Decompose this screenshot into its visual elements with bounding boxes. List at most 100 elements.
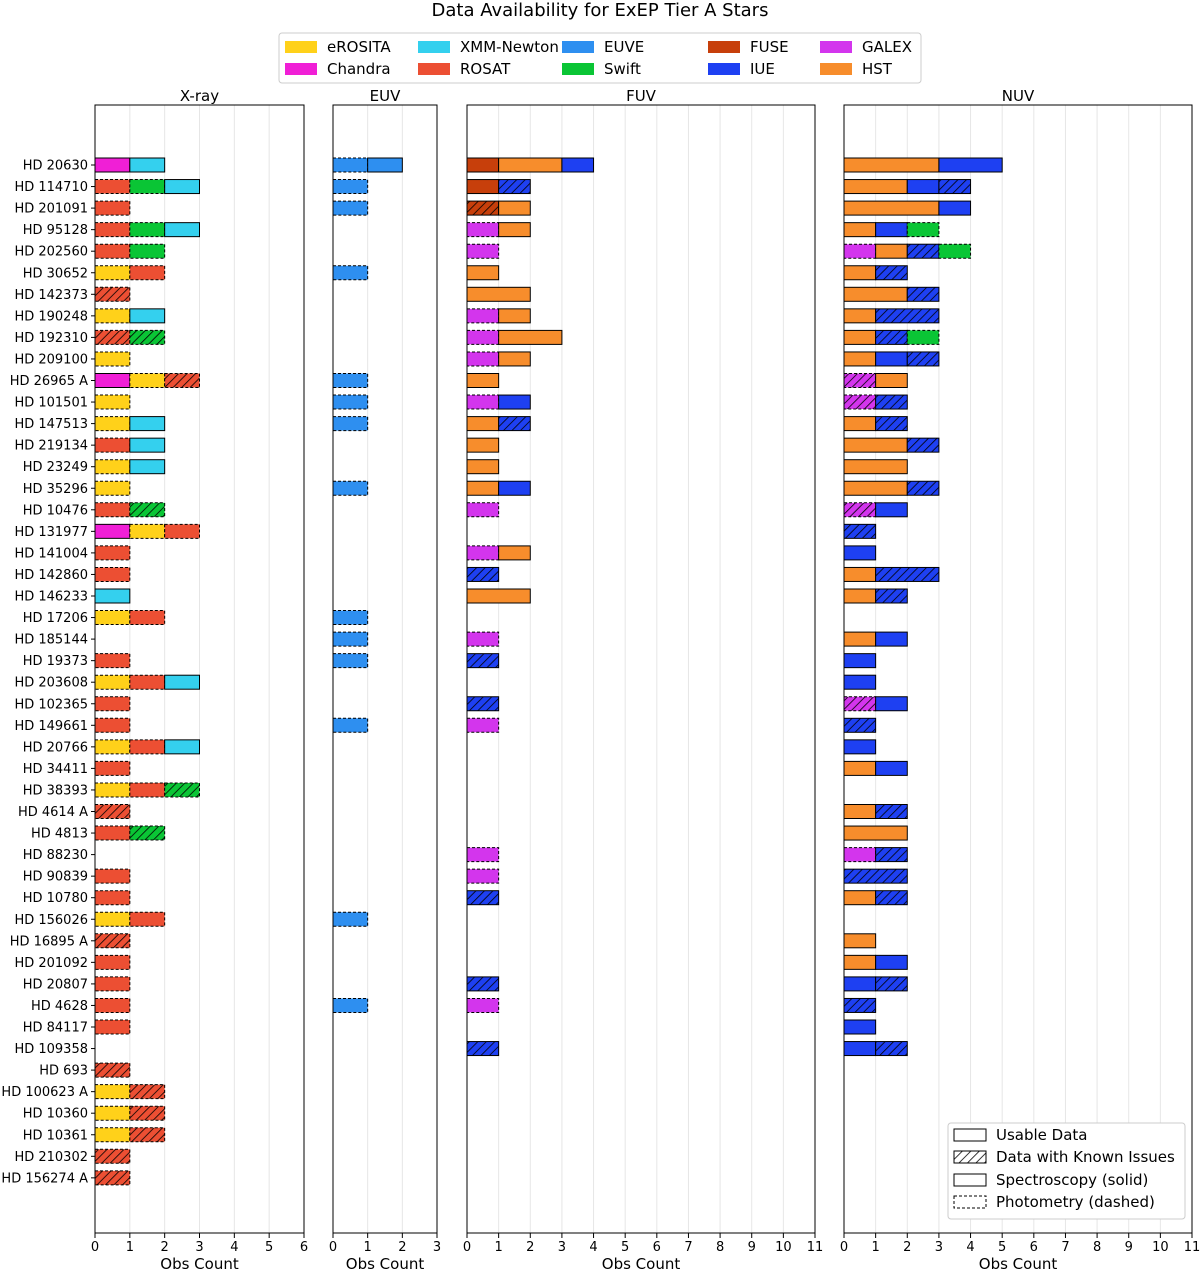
bar-rosat [94,502,131,518]
bar-swift [906,222,940,238]
bar-galex [466,847,500,863]
bar-swift [129,243,166,259]
bar-euve [332,157,369,173]
bar-iue [843,739,877,755]
legend-label-galex: GALEX [862,38,912,56]
bar-hst [498,157,563,173]
bar-iue [843,674,877,690]
legend-label-fuse: FUSE [750,38,789,56]
bar-hst [843,588,877,604]
panel-euv: EUV 0 1 2 3 Obs Count [329,87,441,1273]
bar-rosat [129,911,166,927]
bar-erosita [94,911,131,927]
bar-erosita [94,1105,131,1121]
bar-erosita [94,459,131,475]
bar-euve [367,157,403,173]
x-axis-label: Obs Count [160,1255,239,1273]
bar-rosat [94,696,131,712]
style-legend-label: Usable Data [996,1126,1088,1144]
bar-rosat [129,782,166,798]
bar-euve [332,717,369,733]
bar-galex [843,243,877,259]
bar-rosat [94,760,131,776]
star-label: HD 192310 [14,331,88,346]
bar-iue [843,1041,877,1057]
bar-rosat [129,610,166,626]
bar-xmm-newton [129,157,166,173]
style-legend-swatch [953,1173,987,1187]
bar-swift [938,243,972,259]
bar-hst [466,416,500,432]
bar-hst [875,243,908,259]
x-axis-label: Obs Count [602,1255,681,1273]
bar-iue [561,157,595,173]
bar-hst [843,631,877,647]
bar-chandra [94,157,131,173]
bar-hatch-iue [907,438,939,453]
bar-hst [843,890,877,906]
bar-rosat [94,200,131,216]
bar-hatch-galex [844,373,876,388]
legend-swatch-fuse [708,41,740,53]
bar-hatch-rosat [95,1063,130,1078]
bar-galex [466,308,500,324]
star-label: HD 84117 [23,1021,88,1036]
bar-hatch-iue [875,847,908,862]
panel-title: NUV [1002,87,1035,105]
style-legend-swatch [953,1150,987,1164]
bar-hst [466,437,500,453]
bar-hatch-iue [907,481,939,496]
bar-erosita [94,610,131,626]
bar-euve [332,631,369,647]
bar-rosat [129,265,166,281]
bar-fuse [466,179,500,195]
star-label: HD 95128 [23,223,88,238]
bar-hst [498,222,531,238]
bar-iue [875,696,908,712]
bar-hst [466,286,531,302]
x-tick-label: 6 [653,1240,661,1255]
bar-galex [466,222,500,238]
bar-erosita [94,1127,131,1143]
bar-rosat [164,523,201,539]
bar-hatch-rosat [95,287,130,302]
bar-hatch-iue [875,416,908,431]
star-label: HD 4628 [31,999,88,1014]
star-label: HD 141004 [14,546,88,561]
bar-iue [938,200,972,216]
panel-title: EUV [370,87,401,105]
panel-fuv: FUV 0 1 2 3 4 5 6 7 8 9 10 11 Obs Count [463,87,823,1273]
bar-hatch-iue [498,416,531,431]
x-tick-label: 0 [91,1240,99,1255]
star-label: HD 209100 [14,352,88,367]
bar-xmm-newton [164,739,201,755]
instrument-legend: eROSITA Chandra XMM-Newton ROSAT EUVE Swift FU… [278,32,922,84]
bar-erosita [94,480,131,496]
x-tick-label: 1 [364,1240,372,1255]
panel-title: X-ray [180,87,219,105]
legend-swatch-euve [562,41,594,53]
star-label: HD 10360 [23,1107,88,1122]
star-label: HD 149661 [14,719,88,734]
star-label: HD 109358 [14,1042,88,1057]
legend-label-rosat: ROSAT [460,60,511,78]
x-tick-label: 2 [398,1240,406,1255]
x-tick-label: 4 [589,1240,597,1255]
bar-galex [466,717,500,733]
bar-hatch-rosat [95,804,130,819]
bar-hatch-iue [875,976,908,991]
star-label: HD 142860 [14,568,88,583]
panel-frame [332,104,438,1234]
style-legend-label: Photometry (dashed) [996,1193,1155,1211]
star-label: HD 26965 A [10,374,88,389]
x-tick-label: 11 [807,1240,824,1255]
star-label: HD 20630 [23,159,88,174]
bar-xmm-newton [94,588,131,604]
bar-galex [466,394,500,410]
x-tick-label: 6 [300,1240,308,1255]
bar-rosat [94,566,131,582]
bar-rosat [94,1019,131,1035]
bar-xmm-newton [129,308,166,324]
bar-rosat [94,890,131,906]
